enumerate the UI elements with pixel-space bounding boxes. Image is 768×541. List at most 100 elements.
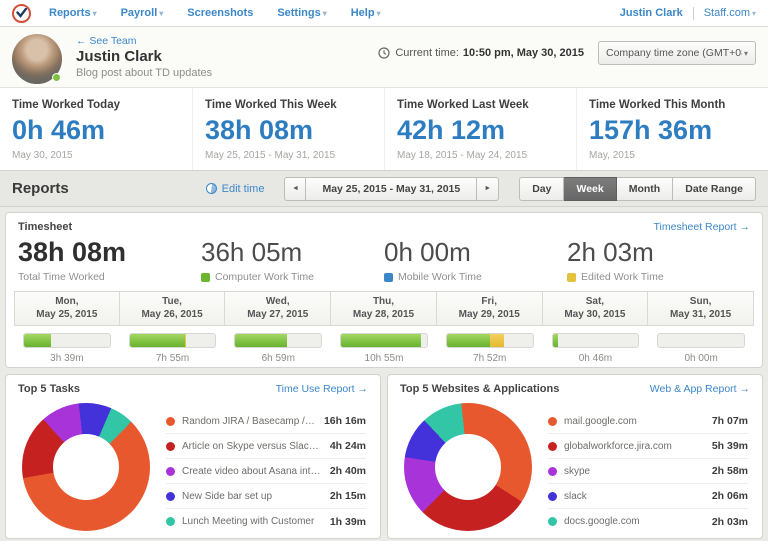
view-switcher: Day Week Month Date Range bbox=[519, 176, 756, 201]
metric-mobile-time: 0h 00m Mobile Work Time bbox=[384, 237, 482, 283]
user-current-task: Blog post about TD updates bbox=[76, 67, 213, 79]
stat-card-today: Time Worked Today 0h 46m May 30, 2015 bbox=[0, 88, 192, 170]
day-header: Sun, May 31, 2015 bbox=[647, 291, 754, 326]
current-time: Current time: 10:50 pm, May 30, 2015 bbox=[378, 47, 584, 59]
stat-cards-row: Time Worked Today 0h 46m May 30, 2015 Ti… bbox=[0, 88, 768, 170]
day-column[interactable]: Wed, May 27, 2015 6h 59m bbox=[224, 291, 332, 364]
stat-value: 0h 46m bbox=[12, 115, 106, 145]
metric-computer-time: 36h 05m Computer Work Time bbox=[201, 237, 314, 283]
day-column[interactable]: Thu, May 28, 2015 10h 55m bbox=[330, 291, 437, 364]
nav-screenshots[interactable]: Screenshots bbox=[187, 7, 254, 19]
stat-card-last-week: Time Worked Last Week 42h 12m May 18, 20… bbox=[384, 88, 576, 170]
timesheet-panel: Timesheet Timesheet Report → 38h 08m Tot… bbox=[5, 212, 763, 368]
day-header: Thu, May 28, 2015 bbox=[330, 291, 437, 326]
legend-row[interactable]: Article on Skype versus Slack versus Hip… bbox=[166, 434, 366, 459]
work-time-bar bbox=[340, 333, 428, 348]
week-day-grid: Mon, May 25, 2015 3h 39m Tue, May 26, 2015 7h… bbox=[14, 291, 754, 364]
time-use-report-link[interactable]: Time Use Report → bbox=[275, 383, 368, 395]
tasks-legend: Random JIRA / Basecamp / Asana Upda...16… bbox=[166, 409, 366, 534]
day-header: Sat, May 30, 2015 bbox=[541, 291, 649, 326]
top-navbar: Reports ▾ Payroll ▾ Screenshots Settings ▾ … bbox=[0, 0, 768, 27]
work-time-bar bbox=[551, 333, 640, 348]
legend-row[interactable]: mail.google.com 7h 07m bbox=[548, 409, 748, 434]
top-websites-title: Top 5 Websites & Applications bbox=[400, 383, 560, 395]
legend-row[interactable]: skype 2h 58m bbox=[548, 459, 748, 484]
online-status-dot bbox=[52, 73, 61, 82]
legend-dot-icon bbox=[166, 491, 175, 501]
tasks-donut-chart bbox=[22, 403, 150, 531]
web-app-report-link[interactable]: Web & App Report → bbox=[649, 383, 750, 395]
next-week-button[interactable]: ► bbox=[477, 176, 500, 201]
legend-row[interactable]: Random JIRA / Basecamp / Asana Upda...16… bbox=[166, 409, 366, 434]
work-time-bar bbox=[657, 333, 745, 348]
nav-user-link[interactable]: Justin Clark bbox=[619, 7, 683, 19]
day-total-time: 0h 00m bbox=[684, 353, 718, 364]
see-team-link[interactable]: ← See Team bbox=[76, 35, 137, 47]
date-navigator: ◄ May 25, 2015 - May 31, 2015 ► bbox=[284, 176, 500, 201]
nav-settings[interactable]: Settings ▾ bbox=[277, 7, 327, 19]
day-total-time: 7h 52m bbox=[473, 353, 507, 364]
day-column[interactable]: Fri, May 29, 2015 7h 52m bbox=[435, 291, 543, 364]
reports-toolbar: Reports Edit time ◄ May 25, 2015 - May 3… bbox=[0, 170, 768, 207]
date-range-button[interactable]: May 25, 2015 - May 31, 2015 bbox=[306, 176, 478, 201]
legend-dot-icon bbox=[166, 416, 175, 426]
legend-dot-icon bbox=[548, 416, 557, 426]
staffcom-logo-icon[interactable] bbox=[12, 3, 31, 23]
computer-time-swatch bbox=[201, 272, 210, 282]
nav-company-menu[interactable]: Staff.com ▾ bbox=[703, 7, 756, 19]
day-total-time: 7h 55m bbox=[155, 353, 190, 364]
chevron-down-icon: ▾ bbox=[743, 48, 748, 58]
stat-card-this-month: Time Worked This Month 157h 36m May, 201… bbox=[576, 88, 768, 170]
legend-row[interactable]: docs.google.com 2h 03m bbox=[548, 509, 748, 534]
user-header: ← See Team Justin Clark Blog post about … bbox=[0, 27, 768, 88]
legend-row[interactable]: slack 2h 06m bbox=[548, 484, 748, 509]
view-day-button[interactable]: Day bbox=[519, 176, 565, 201]
edit-time-link[interactable]: Edit time bbox=[205, 183, 264, 195]
view-week-button[interactable]: Week bbox=[564, 176, 617, 201]
top-websites-panel: Top 5 Websites & Applications Web & App … bbox=[387, 374, 763, 539]
mobile-time-swatch bbox=[384, 272, 393, 282]
legend-row[interactable]: Create video about Asana integration wit… bbox=[166, 459, 366, 484]
legend-row[interactable]: Lunch Meeting with Customer 1h 39m bbox=[166, 509, 366, 534]
metric-total-time: 38h 08m Total Time Worked bbox=[18, 237, 127, 283]
edit-time-icon bbox=[205, 183, 217, 194]
day-header: Fri, May 29, 2015 bbox=[435, 291, 543, 326]
work-time-bar bbox=[128, 333, 217, 348]
day-column[interactable]: Sat, May 30, 2015 0h 46m bbox=[541, 291, 649, 364]
timesheet-title: Timesheet bbox=[18, 221, 73, 233]
timesheet-report-link[interactable]: Timesheet Report → bbox=[653, 221, 750, 233]
nav-help[interactable]: Help ▾ bbox=[350, 7, 381, 19]
stat-card-this-week: Time Worked This Week 38h 08m May 25, 20… bbox=[192, 88, 384, 170]
day-header: Wed, May 27, 2015 bbox=[224, 291, 332, 326]
view-month-button[interactable]: Month bbox=[616, 176, 674, 201]
edited-time-segment bbox=[184, 334, 187, 347]
day-total-time: 6h 59m bbox=[261, 353, 295, 364]
chevron-down-icon: ▾ bbox=[159, 9, 164, 18]
legend-dot-icon bbox=[166, 466, 175, 476]
legend-dot-icon bbox=[548, 466, 557, 476]
work-time-bar bbox=[23, 333, 111, 348]
computer-time-segment bbox=[24, 334, 51, 347]
stat-value: 157h 36m bbox=[589, 115, 713, 145]
day-column[interactable]: Mon, May 25, 2015 3h 39m bbox=[14, 291, 120, 364]
day-column[interactable]: Sun, May 31, 2015 0h 00m bbox=[647, 291, 754, 364]
legend-dot-icon bbox=[166, 517, 175, 526]
day-column[interactable]: Tue, May 26, 2015 7h 55m bbox=[118, 291, 226, 364]
prev-week-button[interactable]: ◄ bbox=[284, 176, 307, 201]
stat-value: 42h 12m bbox=[397, 115, 506, 145]
reports-title: Reports bbox=[12, 180, 69, 197]
legend-row[interactable]: New Side bar set up 2h 15m bbox=[166, 484, 366, 509]
legend-row[interactable]: globalworkforce.jira.com 5h 39m bbox=[548, 434, 748, 459]
timezone-dropdown[interactable]: Company time zone (GMT+08:... ▾ bbox=[598, 41, 756, 65]
chevron-down-icon: ▾ bbox=[92, 9, 97, 18]
day-total-time: 0h 46m bbox=[578, 353, 613, 364]
nav-reports[interactable]: Reports ▾ bbox=[49, 7, 97, 19]
work-time-bar bbox=[445, 333, 534, 348]
timesheet-metrics: 38h 08m Total Time Worked 36h 05m Comput… bbox=[6, 233, 762, 283]
nav-payroll[interactable]: Payroll ▾ bbox=[120, 7, 164, 19]
metric-edited-time: 2h 03m Edited Work Time bbox=[567, 237, 664, 283]
top-tasks-title: Top 5 Tasks bbox=[18, 383, 80, 395]
computer-time-segment bbox=[446, 334, 490, 347]
view-date-range-button[interactable]: Date Range bbox=[673, 176, 756, 201]
computer-time-segment bbox=[235, 334, 287, 347]
